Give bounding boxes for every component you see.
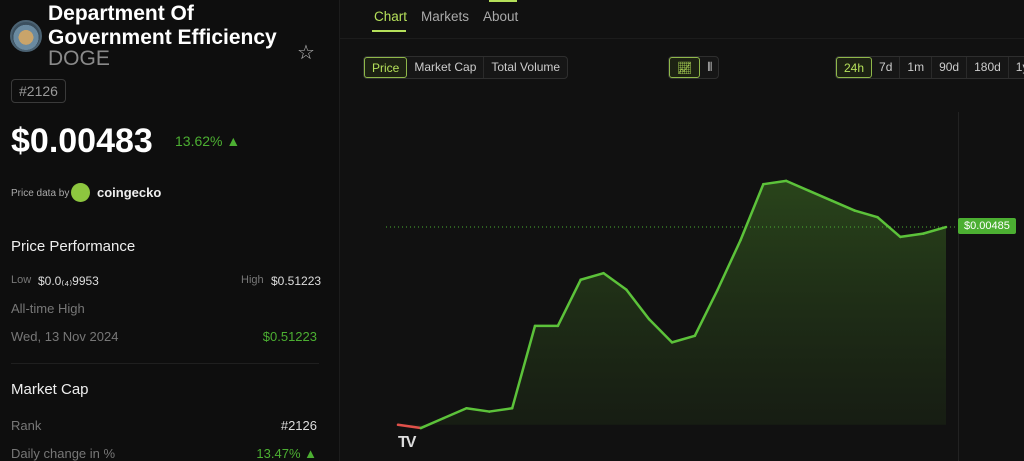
area-fill (398, 180, 946, 429)
line-segment (899, 232, 925, 239)
low-label: Low (11, 274, 32, 286)
daily-change-value: 13.47% ▲ (256, 446, 317, 461)
line-segment (602, 271, 628, 291)
line-segment (762, 179, 788, 186)
coingecko-logo-icon (71, 183, 90, 202)
daily-change-label: Daily change in % (11, 446, 116, 461)
line-segment (396, 423, 423, 430)
line-segment (488, 407, 514, 413)
range-1y[interactable]: 1y (1015, 60, 1024, 74)
coin-info-panel: Department Of Government Efficiency DOGE … (0, 0, 340, 461)
tab-markets[interactable]: Markets (421, 9, 470, 24)
candlestick-icon[interactable]: ⫴ (707, 60, 712, 74)
range-24h[interactable]: 24h (836, 57, 873, 78)
high-label: High (241, 274, 264, 286)
line-chart-icon[interactable]: 📈︎ (669, 57, 701, 78)
market-cap-title: Market Cap (11, 381, 89, 398)
tradingview-logo: TV (398, 434, 417, 451)
divider (11, 363, 319, 364)
line-segment (419, 416, 445, 430)
line-segment (579, 271, 605, 282)
range-180d[interactable]: 180d (967, 57, 1009, 78)
current-price: $0.00483 (11, 122, 153, 160)
tab-chart[interactable]: Chart (374, 9, 408, 24)
ath-label: All-time High (11, 301, 85, 316)
range-selector: 24h 7d 1m 90d 180d 1y (835, 56, 1024, 79)
coin-symbol: DOGE (48, 47, 110, 70)
line-segment (442, 407, 468, 420)
total-volume-button[interactable]: Total Volume (491, 60, 561, 74)
range-7d[interactable]: 7d (872, 57, 901, 78)
line-segment (625, 288, 651, 321)
top-indicator (489, 0, 517, 2)
rank-value: #2126 (280, 418, 317, 433)
price-data-label: Price data by (11, 188, 70, 199)
rank-badge: #2126 (11, 79, 66, 103)
line-segment (465, 407, 491, 413)
tab-about[interactable]: About (483, 9, 519, 24)
metric-selector: Price Market Cap Total Volume (363, 56, 569, 79)
line-segment (853, 209, 879, 219)
line-segment (876, 215, 902, 239)
line-segment (739, 182, 765, 242)
current-price-tag: $0.00485 (958, 218, 1016, 235)
line-segment (556, 278, 582, 328)
line-segment (784, 179, 811, 193)
line-segment (510, 324, 537, 410)
active-tab-underline (372, 30, 406, 32)
coin-name-line2: Government Efficiency (48, 26, 277, 49)
rank-label: Rank (11, 418, 42, 433)
low-value: $0.0₍₄₎9953 (38, 274, 99, 288)
line-segment (693, 288, 719, 338)
ath-date: Wed, 13 Nov 2024 (11, 329, 119, 344)
line-segment (830, 199, 856, 212)
range-1m[interactable]: 1m (900, 57, 933, 78)
price-performance-title: Price Performance (11, 238, 136, 255)
coin-name-line1: Department Of (48, 2, 194, 25)
line-segment (807, 189, 834, 202)
tabs-divider (340, 38, 1024, 39)
line-segment (647, 318, 674, 344)
provider-link[interactable]: coingecko (97, 185, 162, 200)
market-cap-button[interactable]: Market Cap (407, 57, 485, 78)
line-segment (716, 238, 742, 291)
favorite-star-icon[interactable]: ☆ (297, 42, 315, 64)
line-segment (921, 225, 948, 235)
line-segment (670, 334, 697, 344)
high-value: $0.51223 (271, 274, 322, 288)
chart-type-selector: 📈︎ ⫴ (668, 56, 720, 79)
price-axis-divider (958, 112, 959, 461)
coin-name: Department Of Government Efficiency (48, 2, 277, 50)
range-90d[interactable]: 90d (932, 57, 968, 78)
ath-value: $0.51223 (262, 329, 317, 344)
price-button[interactable]: Price (364, 57, 408, 78)
price-change: 13.62% ▲ (175, 133, 241, 149)
coin-logo (10, 20, 42, 52)
